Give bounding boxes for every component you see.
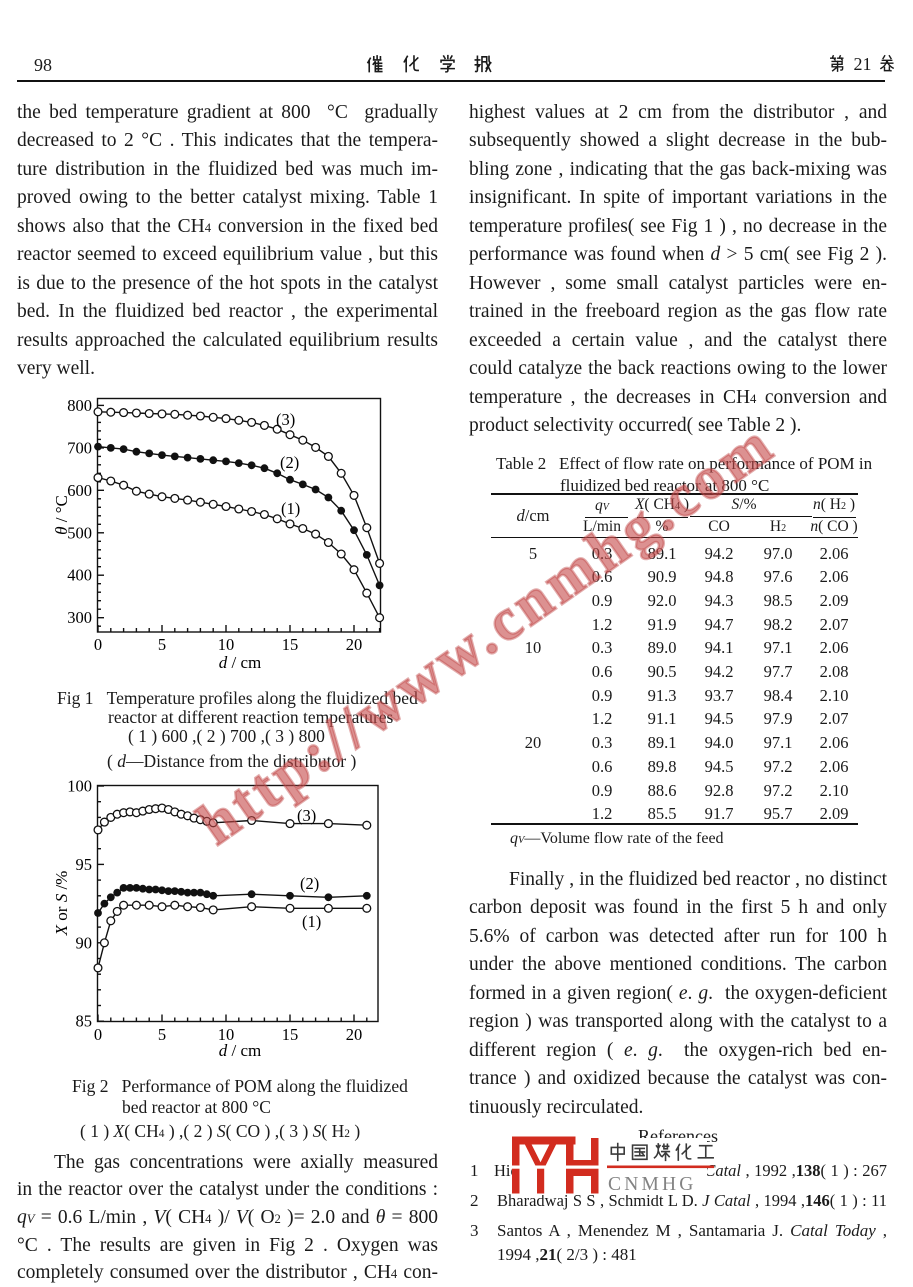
svg-text:700: 700 <box>67 438 92 457</box>
svg-text:5: 5 <box>158 1025 166 1044</box>
svg-text:800: 800 <box>67 396 92 415</box>
svg-text:0: 0 <box>94 635 102 654</box>
svg-text:600: 600 <box>67 481 92 500</box>
svg-text:20: 20 <box>346 635 363 654</box>
svg-text:15: 15 <box>282 1025 299 1044</box>
svg-text:(3): (3) <box>276 410 295 429</box>
svg-text:95: 95 <box>76 855 93 874</box>
svg-text:CNMHG: CNMHG <box>608 1174 697 1195</box>
svg-text:10: 10 <box>218 1025 235 1044</box>
svg-text:(3): (3) <box>297 806 316 825</box>
svg-text:d / cm: d / cm <box>219 653 262 672</box>
svg-text:20: 20 <box>346 1025 363 1044</box>
svg-text:500: 500 <box>67 523 92 542</box>
svg-text:10: 10 <box>218 635 235 654</box>
svg-text:X or S /%: X or S /% <box>52 871 71 937</box>
svg-text:90: 90 <box>76 933 93 952</box>
svg-text:(1): (1) <box>302 912 321 931</box>
svg-text:θ / °C: θ / °C <box>52 495 71 535</box>
svg-text:(2): (2) <box>300 874 319 893</box>
svg-text:300: 300 <box>67 608 92 627</box>
svg-text:100: 100 <box>67 777 92 796</box>
svg-text:(1): (1) <box>281 499 300 518</box>
svg-text:15: 15 <box>282 635 299 654</box>
svg-text:400: 400 <box>67 566 92 585</box>
svg-text:5: 5 <box>158 635 166 654</box>
svg-text:(2): (2) <box>280 453 299 472</box>
svg-text:0: 0 <box>94 1025 102 1044</box>
svg-text:85: 85 <box>76 1012 93 1031</box>
svg-text:d / cm: d / cm <box>219 1041 262 1060</box>
